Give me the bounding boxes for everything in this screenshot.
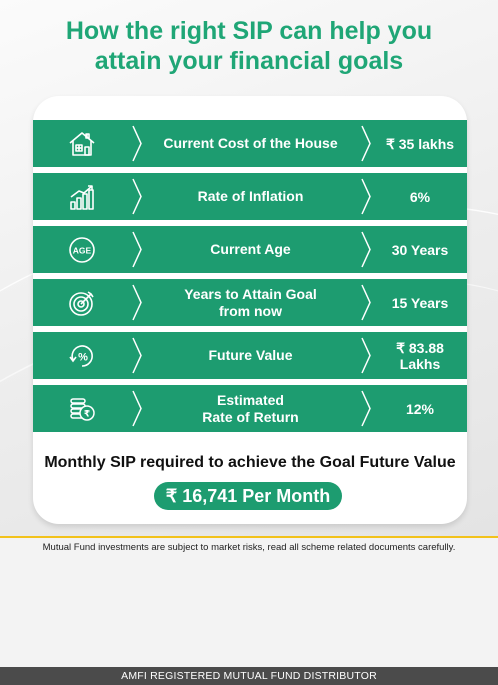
svg-text:%: % (78, 351, 88, 363)
row-value: 12% (405, 400, 435, 417)
row-house-cost: Current Cost of the House ₹ 35 lakhs (33, 120, 467, 167)
monthly-sip-label: Monthly SIP required to achieve the Goal… (44, 454, 456, 471)
title-line-1: How the right SIP can help you (65, 17, 433, 45)
row-value: ₹ 35 lakhs (385, 135, 455, 152)
footer-bar: AMFI REGISTERED MUTUAL FUND DISTRIBUTOR (0, 667, 498, 685)
row-label: Current Cost of the House (163, 135, 338, 151)
target-icon (33, 279, 131, 326)
row-label: Years to Attain Goal from now (143, 279, 358, 326)
row-value: 15 Years (391, 294, 449, 311)
chevron-divider (131, 231, 143, 268)
chevron-divider (360, 178, 372, 215)
row-value-line-1: ₹ 83.88 (396, 339, 444, 356)
row-label: Future Value (208, 347, 293, 363)
chevron-divider (360, 284, 372, 321)
chevron-divider (131, 178, 143, 215)
house-icon (33, 120, 131, 167)
age-icon: AGE (33, 226, 131, 273)
row-label: Estimated Rate of Return (143, 385, 358, 432)
inflation-chart-icon (33, 173, 131, 220)
chevron-divider (360, 390, 372, 427)
row-label-line-2: Rate of Return (202, 408, 299, 425)
row-value: ₹ 83.88 Lakhs (373, 332, 467, 379)
row-rate-of-return: ₹ Estimated Rate of Return 12% (33, 385, 467, 432)
chevron-divider (131, 337, 143, 374)
row-label: Rate of Inflation (197, 188, 304, 204)
chevron-divider (131, 125, 143, 162)
chevron-divider (360, 125, 372, 162)
svg-text:₹: ₹ (84, 409, 90, 419)
chevron-divider (360, 231, 372, 268)
footer-text: AMFI REGISTERED MUTUAL FUND DISTRIBUTOR (121, 670, 377, 682)
page-title: How the right SIP can help you attain yo… (0, 16, 498, 76)
monthly-sip-amount-badge: ₹ 16,741 Per Month (154, 482, 342, 510)
row-years-to-goal: Years to Attain Goal from now 15 Years (33, 279, 467, 326)
title-line-2: attain your financial goals (94, 47, 404, 75)
row-label-line-1: Estimated (217, 391, 284, 408)
hero-background: How the right SIP can help you attain yo… (0, 0, 498, 536)
row-future-value: % Future Value ₹ 83.88 Lakhs (33, 332, 467, 379)
divider-line (0, 536, 498, 538)
row-label-line-2: from now (218, 302, 282, 319)
row-current-age: AGE Current Age 30 Years (33, 226, 467, 273)
chevron-divider (131, 284, 143, 321)
disclaimer-text: Mutual Fund investments are subject to m… (42, 542, 456, 553)
row-value: 6% (409, 188, 431, 205)
row-label-line-1: Years to Attain Goal (184, 285, 317, 302)
sip-calculation-card: Current Cost of the House ₹ 35 lakhs Rat… (33, 96, 467, 524)
chevron-divider (360, 337, 372, 374)
percent-cycle-icon: % (33, 332, 131, 379)
row-value-line-2: Lakhs (399, 355, 441, 372)
row-inflation: Rate of Inflation 6% (33, 173, 467, 220)
chevron-divider (131, 390, 143, 427)
rupee-coins-icon: ₹ (33, 385, 131, 432)
row-value: 30 Years (391, 241, 449, 258)
svg-text:AGE: AGE (73, 245, 92, 255)
row-label: Current Age (210, 241, 291, 257)
